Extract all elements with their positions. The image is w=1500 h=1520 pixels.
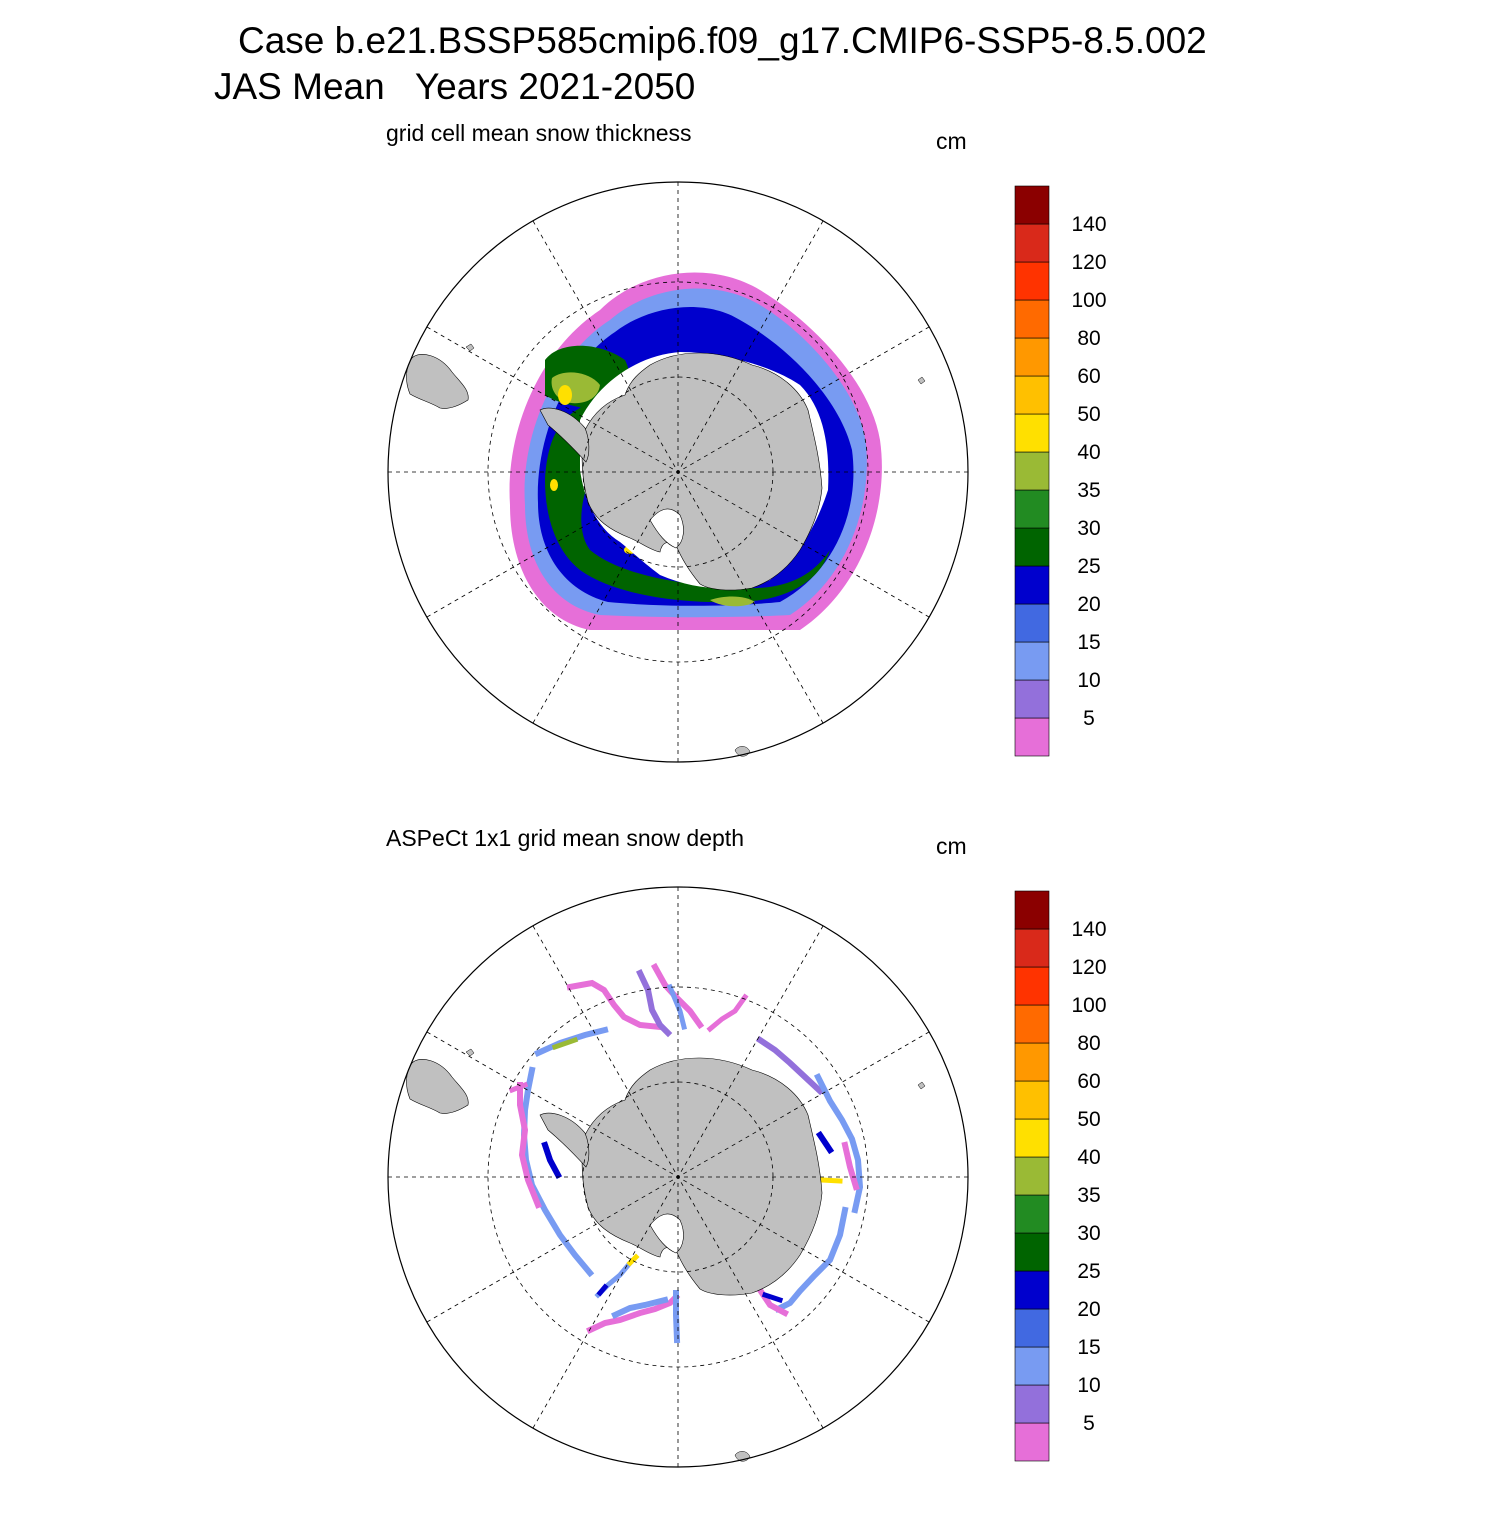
observation-tracks	[508, 962, 864, 1344]
colorbar-box	[1014, 337, 1050, 377]
colorbar-tick-label: 50	[1077, 1108, 1100, 1131]
colorbar: 5 10 15 20 25 30 35 40 50 60 80 100 120 140	[1014, 185, 1107, 757]
colorbar-box	[1014, 1308, 1050, 1348]
colorbar-box	[1014, 717, 1050, 757]
colorbar-tick-label: 120	[1071, 251, 1106, 274]
colorbar-box	[1014, 413, 1050, 453]
colorbar-tick-label: 60	[1077, 365, 1100, 388]
island-1	[465, 343, 475, 352]
colorbar-box	[1014, 1004, 1050, 1044]
colorbar-box	[1014, 1232, 1050, 1272]
colorbar-box	[1014, 565, 1050, 605]
figure-title-line1: Case b.e21.BSSP585cmip6.f09_g17.CMIP6-SS…	[238, 20, 1207, 61]
colorbar-tick-label: 25	[1077, 1260, 1100, 1283]
colorbar-box	[1014, 375, 1050, 415]
map-gridlines	[388, 182, 968, 762]
antarctica-land	[539, 352, 823, 591]
colorbar-box	[1014, 1042, 1050, 1082]
colorbar-box	[1014, 1118, 1050, 1158]
colorbar-tick-label: 10	[1077, 669, 1100, 692]
snow-band-40c	[550, 479, 558, 491]
island-2	[917, 1081, 926, 1090]
colorbar-box	[1014, 603, 1050, 643]
colorbar-box	[1014, 1080, 1050, 1120]
colorbar-tick-label: 80	[1077, 1032, 1100, 1055]
map-boundary	[387, 886, 969, 1468]
colorbar-box	[1014, 185, 1050, 225]
colorbar-tick-label: 5	[1083, 1412, 1095, 1435]
model-snow-map	[387, 181, 969, 763]
colorbar-tick-label: 140	[1071, 213, 1106, 236]
colorbar-tick-label: 10	[1077, 1374, 1100, 1397]
map-gridlines	[388, 887, 968, 1467]
snow-band-35	[710, 596, 755, 607]
antarctica-land	[539, 1057, 823, 1296]
units-label: cm	[936, 128, 967, 154]
colorbar-tick-label: 25	[1077, 555, 1100, 578]
colorbar-box	[1014, 966, 1050, 1006]
colorbar-box	[1014, 527, 1050, 567]
snow-band-40	[558, 385, 572, 405]
colorbar-tick-label: 60	[1077, 1070, 1100, 1093]
colorbar-box	[1014, 928, 1050, 968]
colorbar-box	[1014, 1270, 1050, 1310]
colorbar-box	[1014, 1194, 1050, 1234]
panel-title: grid cell mean snow thickness	[386, 120, 692, 146]
colorbar-tick-label: 30	[1077, 517, 1100, 540]
aspect-snow-map	[387, 886, 969, 1468]
colorbar-box	[1014, 261, 1050, 301]
colorbar-box	[1014, 299, 1050, 339]
colorbar-tick-label: 100	[1071, 994, 1106, 1017]
colorbar-tick-label: 40	[1077, 1146, 1100, 1169]
colorbar-box	[1014, 1346, 1050, 1386]
south-america-land	[406, 1059, 469, 1114]
colorbar-tick-label: 80	[1077, 327, 1100, 350]
colorbar-box	[1014, 641, 1050, 681]
colorbar: 5 10 15 20 25 30 35 40 50 60 80 100 120 140	[1014, 890, 1107, 1462]
colorbar-box	[1014, 890, 1050, 930]
colorbar-tick-label: 30	[1077, 1222, 1100, 1245]
colorbar-box	[1014, 451, 1050, 491]
model-snow-panel: grid cell mean snow thickness cm	[0, 110, 1500, 815]
colorbar-box	[1014, 1156, 1050, 1196]
colorbar-tick-label: 140	[1071, 918, 1106, 941]
colorbar-tick-label: 50	[1077, 403, 1100, 426]
island-1	[465, 1048, 475, 1057]
colorbar-tick-label: 120	[1071, 956, 1106, 979]
colorbar-tick-label: 15	[1077, 1336, 1100, 1359]
colorbar-box	[1014, 223, 1050, 263]
colorbar-tick-label: 100	[1071, 289, 1106, 312]
colorbar-box	[1014, 489, 1050, 529]
colorbar-tick-label: 5	[1083, 707, 1095, 730]
island-2	[917, 376, 926, 385]
colorbar-tick-label: 15	[1077, 631, 1100, 654]
map-boundary	[387, 181, 969, 763]
colorbar-box	[1014, 679, 1050, 719]
aspect-snow-panel: ASPeCt 1x1 grid mean snow depth cm	[0, 815, 1500, 1520]
colorbar-box	[1014, 1422, 1050, 1462]
units-label: cm	[936, 833, 967, 859]
colorbar-tick-label: 20	[1077, 1298, 1100, 1321]
panel-title: ASPeCt 1x1 grid mean snow depth	[386, 825, 744, 851]
colorbar-tick-label: 40	[1077, 441, 1100, 464]
colorbar-tick-label: 35	[1077, 1184, 1100, 1207]
colorbar-tick-label: 35	[1077, 479, 1100, 502]
figure-title-line2: JAS Mean Years 2021-2050	[214, 66, 696, 107]
south-america-land	[406, 354, 469, 409]
colorbar-box	[1014, 1384, 1050, 1424]
colorbar-tick-label: 20	[1077, 593, 1100, 616]
